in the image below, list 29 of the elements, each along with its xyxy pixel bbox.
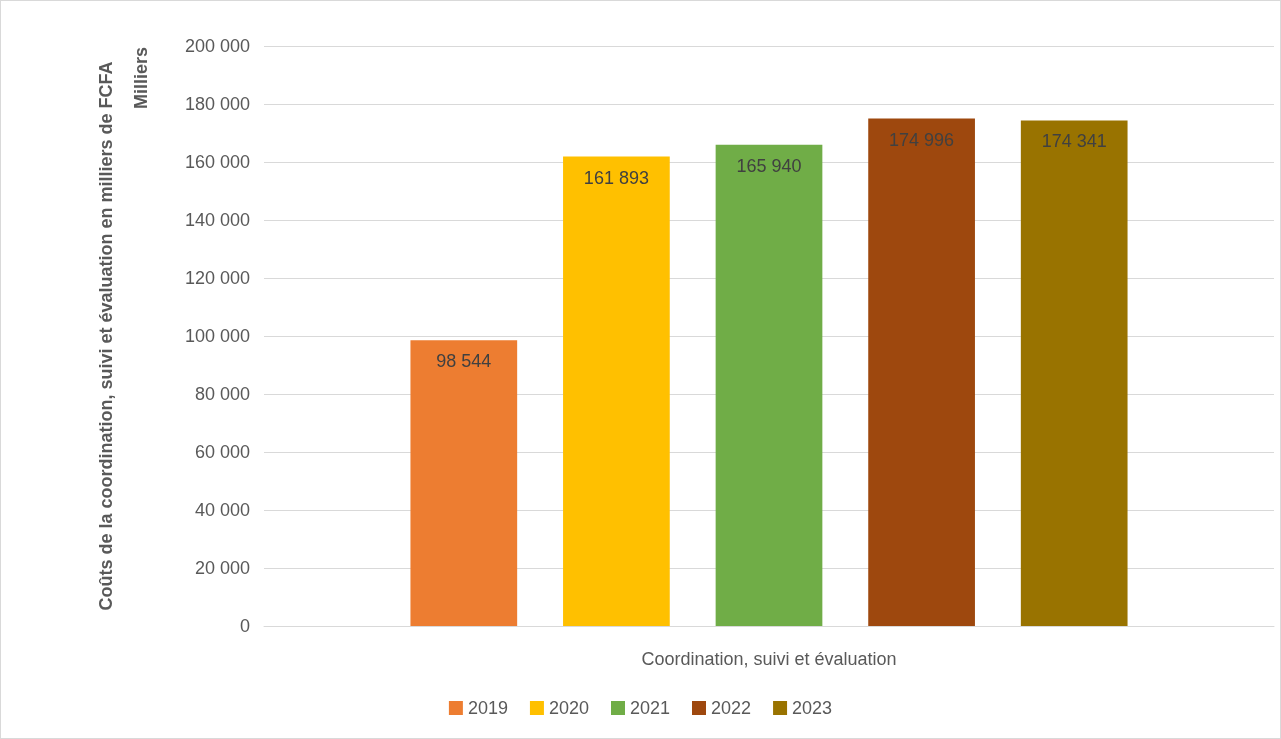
x-tick-label: Coordination, suivi et évaluation — [641, 649, 897, 669]
y-tick-label: 80 000 — [194, 384, 250, 404]
data-label: 174 341 — [1041, 131, 1107, 152]
legend-label: 2023 — [792, 698, 833, 718]
y-tick-label: 20 000 — [194, 558, 250, 578]
bar — [410, 340, 518, 626]
text: Milliers — [131, 46, 151, 110]
y-tick-label: 120 000 — [184, 268, 250, 288]
bar — [868, 118, 975, 626]
data-label: 165 940 — [736, 155, 802, 176]
legend-label: 2019 — [467, 698, 508, 718]
data-label: 161 893 — [583, 167, 649, 188]
legend-label: 2022 — [711, 698, 752, 718]
y-tick-label: 0 — [239, 616, 250, 636]
data-label: 98 544 — [436, 351, 492, 372]
legend-label: 2020 — [548, 698, 589, 718]
bar — [715, 144, 823, 626]
y-tick-label: 100 000 — [184, 326, 250, 346]
bar — [1020, 120, 1128, 626]
y-tick-label: 60 000 — [194, 442, 250, 462]
data-label: 174 996 — [889, 129, 955, 150]
y-tick-label: 160 000 — [184, 152, 250, 172]
bar — [563, 156, 670, 626]
legend-label: 2021 — [629, 698, 671, 718]
y-tick-label: 200 000 — [184, 36, 250, 56]
y-tick-label: 40 000 — [194, 500, 250, 520]
y-axis-title: Coûts de la coordination, suivi et évaluation en milliers de FCFA — [96, 61, 116, 611]
y-tick-label: 140 000 — [184, 210, 250, 230]
y-tick-label: 180 000 — [184, 94, 250, 114]
